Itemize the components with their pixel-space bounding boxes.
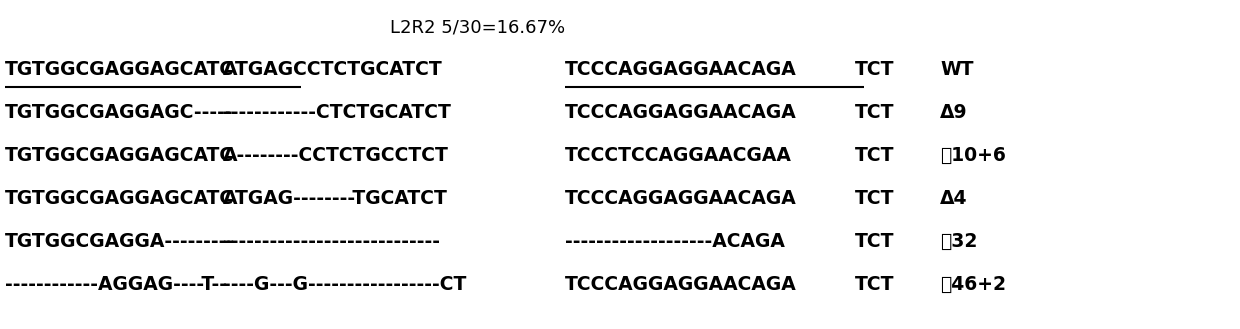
Text: 㥀10+6: 㥀10+6	[940, 146, 1006, 165]
Text: TCT: TCT	[856, 232, 894, 251]
Text: TGTGGCGAGGAGC-----: TGTGGCGAGGAGC-----	[5, 103, 233, 122]
Text: -------------------ACAGA: -------------------ACAGA	[565, 232, 785, 251]
Text: TCT: TCT	[856, 146, 894, 165]
Text: TCCCAGGAGGAACAGA: TCCCAGGAGGAACAGA	[565, 275, 797, 294]
Text: A--------CCTCTGCCTCT: A--------CCTCTGCCTCT	[223, 146, 449, 165]
Text: Δ4: Δ4	[940, 189, 967, 208]
Text: WT: WT	[940, 60, 973, 79]
Text: ------------AGGAG----T--: ------------AGGAG----T--	[5, 275, 227, 294]
Text: ATGAGCCTCTGCATCT: ATGAGCCTCTGCATCT	[223, 60, 443, 79]
Text: TCT: TCT	[856, 189, 894, 208]
Text: TGTGGCGAGGA---------: TGTGGCGAGGA---------	[5, 232, 236, 251]
Text: 㥀46+2: 㥀46+2	[940, 275, 1006, 294]
Text: TCT: TCT	[856, 103, 894, 122]
Text: Δ9: Δ9	[940, 103, 967, 122]
Text: ----------------------------: ----------------------------	[223, 232, 440, 251]
Text: TGTGGCGAGGAGCATC: TGTGGCGAGGAGCATC	[5, 189, 234, 208]
Text: L2R2 5/30=16.67%: L2R2 5/30=16.67%	[391, 18, 565, 36]
Text: TGTGGCGAGGAGCATC: TGTGGCGAGGAGCATC	[5, 60, 234, 79]
Text: TCT: TCT	[856, 275, 894, 294]
Text: TGTGGCGAGGAGCATC: TGTGGCGAGGAGCATC	[5, 146, 234, 165]
Text: TCT: TCT	[856, 60, 894, 79]
Text: TCCCTCCAGGAACGAA: TCCCTCCAGGAACGAA	[565, 146, 792, 165]
Text: TCCCAGGAGGAACAGA: TCCCAGGAGGAACAGA	[565, 189, 797, 208]
Text: ATGAG--------TGCATCT: ATGAG--------TGCATCT	[223, 189, 448, 208]
Text: ------------CTCTGCATCT: ------------CTCTGCATCT	[223, 103, 451, 122]
Text: TCCCAGGAGGAACAGA: TCCCAGGAGGAACAGA	[565, 103, 797, 122]
Text: ----G---G-----------------CT: ----G---G-----------------CT	[223, 275, 466, 294]
Text: TCCCAGGAGGAACAGA: TCCCAGGAGGAACAGA	[565, 60, 797, 79]
Text: 㥀32: 㥀32	[940, 232, 977, 251]
